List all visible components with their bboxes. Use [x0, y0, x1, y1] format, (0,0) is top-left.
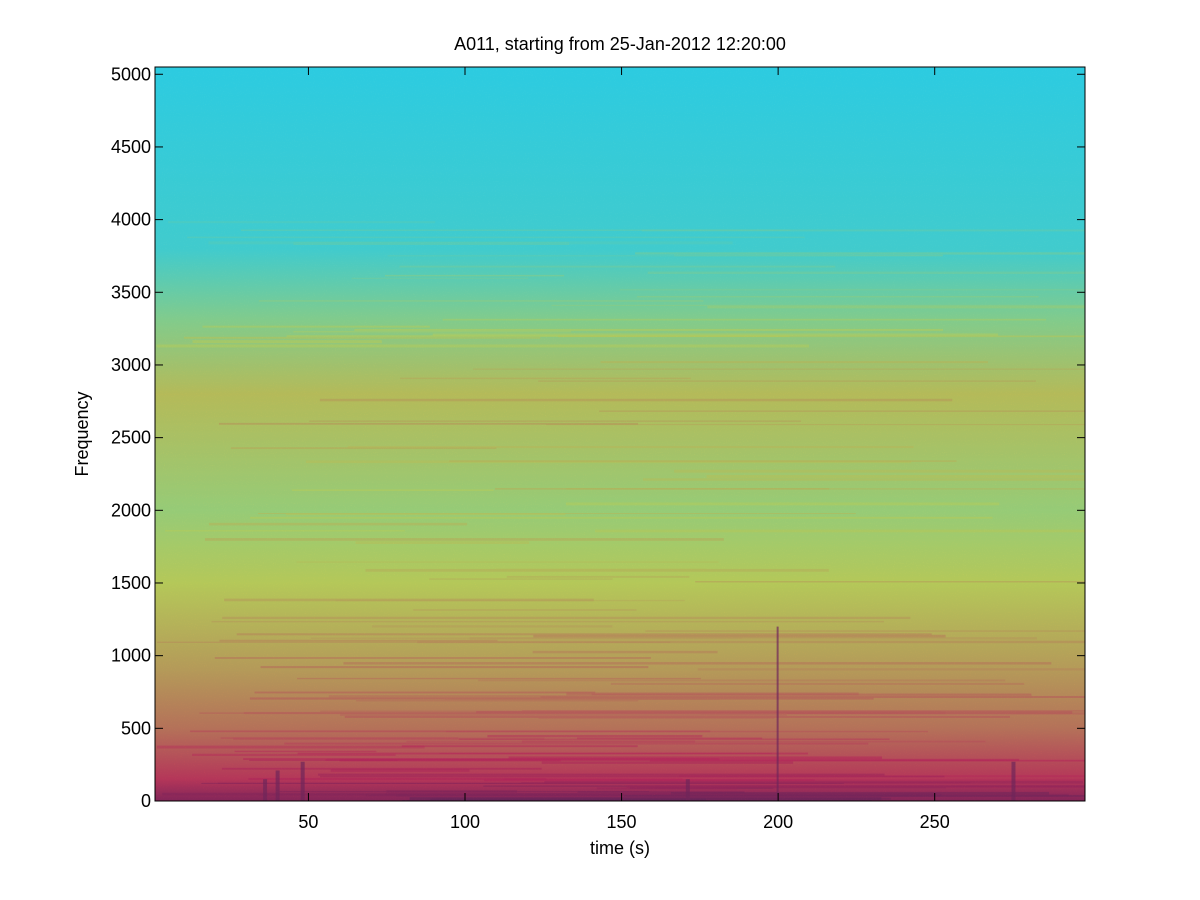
y-tick-label: 1500 [111, 573, 151, 593]
y-tick-label: 3500 [111, 282, 151, 302]
x-tick-label: 200 [763, 812, 793, 832]
x-tick-label: 100 [450, 812, 480, 832]
y-tick-label: 4500 [111, 137, 151, 157]
y-tick-label: 2500 [111, 428, 151, 448]
x-axis: 50 100 150 200 250 [298, 67, 950, 832]
spectrogram-image [155, 67, 1085, 801]
x-axis-label: time (s) [590, 838, 650, 858]
y-tick-label: 500 [121, 718, 151, 738]
chart-title: A011, starting from 25-Jan-2012 12:20:00 [454, 34, 786, 54]
y-tick-label: 5000 [111, 64, 151, 84]
y-tick-label: 4000 [111, 210, 151, 230]
y-axis: 0 500 1000 1500 2000 2500 3000 3500 4000 4500 5000 [111, 64, 1085, 811]
y-tick-label: 1000 [111, 646, 151, 666]
y-tick-label: 2000 [111, 500, 151, 520]
axes-frame [154, 66, 1086, 802]
x-tick-label: 250 [920, 812, 950, 832]
x-tick-label: 50 [298, 812, 318, 832]
y-tick-label: 0 [141, 791, 151, 811]
y-axis-label: Frequency [72, 391, 92, 476]
x-tick-label: 150 [607, 812, 637, 832]
spectrogram-noise [155, 67, 1085, 801]
y-tick-label: 3000 [111, 355, 151, 375]
